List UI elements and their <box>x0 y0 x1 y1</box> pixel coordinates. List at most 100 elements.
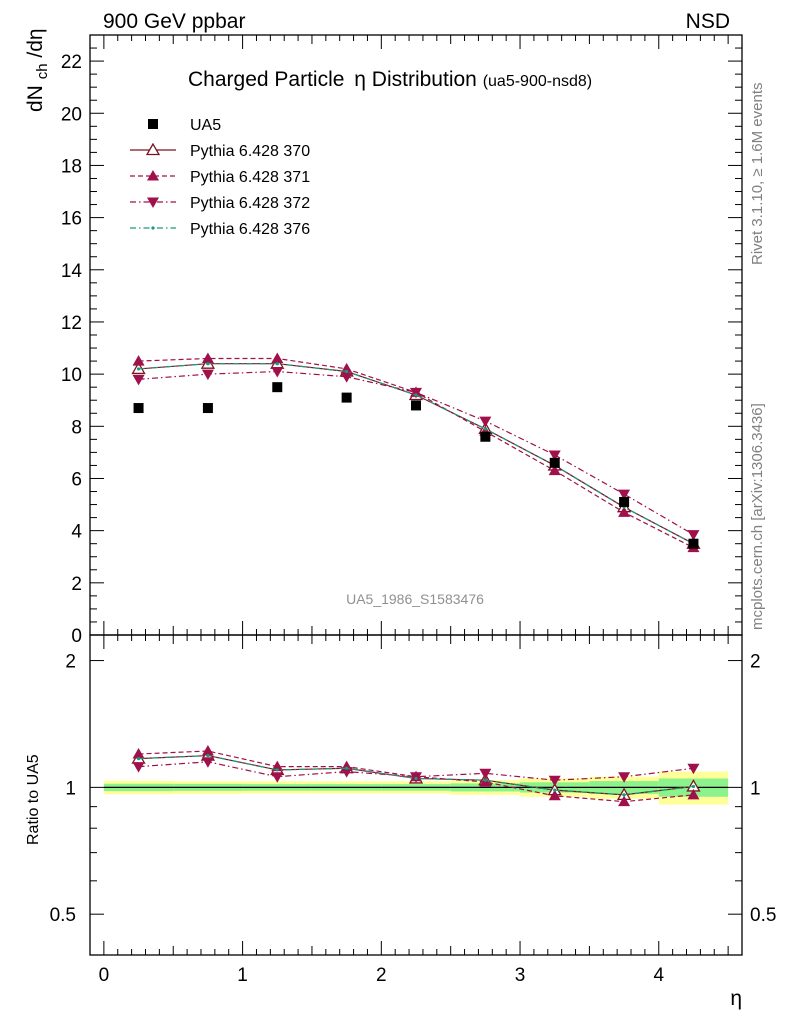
legend-marker-pythia-6-428-371 <box>147 170 159 181</box>
main-title-text: Charged Particle <box>188 68 344 91</box>
point-ua5 <box>549 457 560 468</box>
point-ua5 <box>272 382 283 393</box>
point-ua5 <box>619 496 630 507</box>
point-ua5 <box>688 538 699 549</box>
x-tick-label: 2 <box>376 965 387 986</box>
header-right-label: NSD <box>686 10 730 33</box>
point-pythia-6-428-376 <box>345 369 349 374</box>
point-pythia-6-428-371 <box>618 506 631 517</box>
x-tick-label: 3 <box>515 965 526 986</box>
point-pythia-6-428-372 <box>687 530 700 541</box>
point-ua5 <box>202 403 213 414</box>
legend-marker-ua5 <box>148 119 158 129</box>
ratio-y-tick-label-right: 0.5 <box>750 905 776 926</box>
point-pythia-6-428-372 <box>410 387 422 399</box>
header-left-label: 900 GeV ppbar <box>103 10 245 33</box>
point-ua5 <box>341 392 352 403</box>
point-pythia-6-428-371 <box>618 795 631 807</box>
point-pythia-6-428-371 <box>687 788 700 800</box>
rivet-side-label: Rivet 3.1.10, ≥ 1.6M events <box>749 83 766 266</box>
ratio-plot-frame <box>89 634 743 956</box>
point-pythia-6-428-372 <box>479 768 492 780</box>
point-pythia-6-428-376 <box>622 793 626 797</box>
main-y-tick-label: 4 <box>71 522 82 543</box>
legend-label-pythia-6-428-372: Pythia 6.428 372 <box>190 195 310 212</box>
series-line-pythia-6-428-376 <box>138 363 694 545</box>
point-pythia-6-428-371 <box>201 744 214 756</box>
point-pythia-6-428-376 <box>691 784 696 789</box>
point-pythia-6-428-371 <box>132 748 145 759</box>
main-y-label-sub: ch <box>34 63 51 79</box>
main-axis-ticks: 0 2 4 6 8 10 12 14 16 18 20 22 <box>61 34 742 647</box>
ratio-axis-ticks: 0.5 0.5 1 1 2 2 0 1 2 3 4 <box>50 635 776 986</box>
point-ua5 <box>133 403 144 414</box>
point-pythia-6-428-376 <box>483 427 487 431</box>
point-pythia-6-428-372 <box>548 775 561 787</box>
ratio-series-layer <box>131 744 701 807</box>
main-y-tick-label: 16 <box>61 209 82 230</box>
point-pythia-6-428-372 <box>618 489 631 501</box>
point-pythia-6-428-376 <box>414 776 418 781</box>
point-pythia-6-428-372 <box>340 372 353 383</box>
point-pythia-6-428-376 <box>414 393 418 397</box>
ratio-y-tick-label-right: 2 <box>750 652 761 673</box>
main-y-tick-label: 12 <box>61 313 82 334</box>
point-pythia-6-428-371 <box>548 464 561 476</box>
main-title-text2: Distribution <box>372 68 477 91</box>
point-pythia-6-428-376 <box>206 362 210 366</box>
main-y-tick-label: 18 <box>61 156 82 177</box>
legend-label-pythia-6-428-376: Pythia 6.428 376 <box>190 221 310 238</box>
point-pythia-6-428-372 <box>132 374 145 386</box>
legend-marker-pythia-6-428-370 <box>145 142 161 156</box>
x-tick-label: 0 <box>99 965 110 986</box>
legend-label-pythia-6-428-370: Pythia 6.428 370 <box>190 143 310 160</box>
ratio-y-axis-label: Ratio to UA5 <box>25 754 42 845</box>
main-plot-frame <box>89 34 743 636</box>
point-pythia-6-428-371 <box>271 760 284 772</box>
ratio-y-tick-label: 1 <box>65 778 76 799</box>
point-pythia-6-428-371 <box>201 352 214 363</box>
legend-marker-pythia-6-428-372 <box>147 197 159 208</box>
main-y-tick-label: 2 <box>71 574 82 595</box>
point-pythia-6-428-376 <box>553 788 557 792</box>
series-line-pythia-6-428-371 <box>138 750 694 803</box>
x-tick-label: 1 <box>237 965 248 986</box>
main-y-tick-label: 20 <box>61 104 82 125</box>
ratio-y-tick-label: 2 <box>65 652 76 673</box>
point-pythia-6-428-372 <box>201 369 214 381</box>
point-pythia-6-428-372 <box>340 767 353 778</box>
point-pythia-6-428-376 <box>206 753 210 758</box>
analysis-watermark: UA5_1986_S1583476 <box>346 591 484 607</box>
point-pythia-6-428-372 <box>548 450 561 461</box>
main-title-suffix: (ua5-900-nsd8) <box>483 73 592 90</box>
point-pythia-6-428-371 <box>132 355 145 366</box>
x-tick-label: 4 <box>653 965 664 986</box>
point-pythia-6-428-376 <box>483 778 487 782</box>
legend-label-ua5: UA5 <box>190 117 221 134</box>
point-pythia-6-428-372 <box>271 367 284 378</box>
ratio-y-tick-label-right: 1 <box>750 778 761 799</box>
point-ua5 <box>480 431 491 442</box>
ratio-y-tick-label: 0.5 <box>50 905 76 926</box>
mcplots-side-label: mcplots.cern.ch [arXiv:1306.3436] <box>749 403 766 630</box>
point-pythia-6-428-372 <box>687 763 700 775</box>
point-pythia-6-428-371 <box>271 352 284 363</box>
point-pythia-6-428-376 <box>345 766 349 770</box>
main-y-tick-label: 0 <box>71 626 82 647</box>
point-pythia-6-428-371 <box>548 789 561 801</box>
point-pythia-6-428-376 <box>275 362 279 366</box>
main-y-tick-label: 8 <box>71 417 82 438</box>
legend: UA5 Pythia 6.428 370 Pythia 6.428 371 Pythi… <box>130 117 310 238</box>
main-y-label-tail: /dη <box>24 28 47 57</box>
point-pythia-6-428-376 <box>136 757 141 761</box>
point-pythia-6-428-376 <box>275 768 279 772</box>
main-series-layer <box>131 352 701 553</box>
main-y-axis-label: dN ch /dη <box>24 28 52 112</box>
x-axis-label: η <box>730 987 742 1010</box>
point-pythia-6-428-372 <box>271 772 284 783</box>
point-pythia-6-428-372 <box>618 772 631 783</box>
main-y-tick-label: 10 <box>61 365 82 386</box>
point-pythia-6-428-372 <box>479 416 492 428</box>
main-y-tick-label: 6 <box>71 469 82 490</box>
